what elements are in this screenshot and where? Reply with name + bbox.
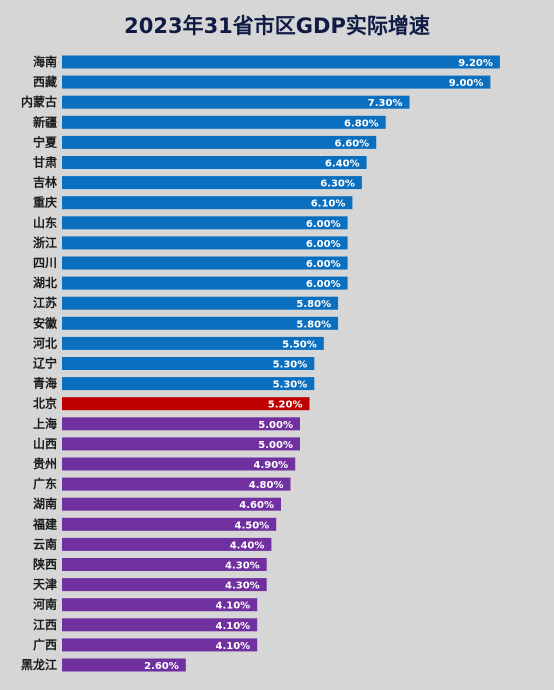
bar-23 — [62, 497, 281, 511]
category-label: 上海 — [33, 416, 57, 431]
category-label: 宁夏 — [33, 134, 58, 149]
bar-21 — [62, 457, 296, 471]
value-label: 5.80% — [296, 319, 331, 330]
value-label: 4.90% — [253, 460, 288, 471]
value-label: 5.20% — [268, 400, 303, 411]
value-label: 4.60% — [239, 500, 274, 511]
category-label: 吉林 — [33, 175, 57, 190]
value-label: 5.00% — [258, 440, 293, 451]
category-label: 湖北 — [33, 275, 57, 290]
category-label: 内蒙古 — [21, 94, 57, 109]
value-label: 4.10% — [215, 601, 250, 612]
value-label: 4.80% — [249, 480, 284, 491]
value-label: 5.80% — [296, 299, 331, 310]
value-label: 6.00% — [306, 219, 341, 230]
value-label: 4.50% — [234, 520, 269, 531]
value-label: 5.30% — [273, 360, 308, 371]
value-label: 5.50% — [282, 339, 317, 350]
category-label: 安徽 — [33, 315, 58, 330]
bar-31 — [62, 658, 186, 672]
value-label: 6.00% — [306, 279, 341, 290]
bar-11 — [62, 256, 348, 270]
category-label: 四川 — [33, 256, 57, 270]
bar-19 — [62, 417, 300, 431]
bar-27 — [62, 578, 267, 592]
category-label: 河北 — [32, 335, 57, 350]
bar-20 — [62, 437, 300, 451]
value-label: 6.40% — [325, 159, 360, 170]
bar-24 — [62, 517, 277, 531]
value-label: 9.20% — [458, 58, 493, 69]
bar-9 — [62, 216, 348, 230]
category-label: 天津 — [33, 577, 57, 592]
bar-22 — [62, 477, 291, 491]
category-label: 重庆 — [33, 195, 57, 210]
category-label: 湖南 — [33, 496, 57, 511]
bar-26 — [62, 558, 267, 571]
bar-5 — [62, 135, 377, 149]
category-label: 青海 — [33, 376, 57, 391]
category-label: 山东 — [33, 215, 57, 230]
bar-2 — [62, 75, 491, 89]
category-label: 陕西 — [33, 557, 57, 572]
bar-3 — [62, 95, 410, 109]
category-label: 贵州 — [33, 456, 57, 471]
bar-30 — [62, 638, 258, 652]
value-label: 6.00% — [306, 239, 341, 250]
category-label: 山西 — [33, 436, 57, 451]
value-label: 6.80% — [344, 118, 379, 129]
bar-29 — [62, 618, 258, 632]
chart-title: 2023年31省市区GDP实际增速 — [124, 14, 430, 38]
bar-15 — [62, 336, 324, 350]
value-label: 4.30% — [225, 581, 260, 592]
category-label: 江苏 — [33, 295, 57, 310]
bar-1 — [62, 55, 500, 69]
value-label: 5.30% — [273, 380, 308, 391]
category-label: 江西 — [33, 617, 57, 632]
value-label: 5.00% — [258, 420, 293, 431]
category-label: 福建 — [32, 516, 58, 531]
bar-7 — [62, 176, 362, 190]
value-label: 9.00% — [449, 78, 484, 89]
value-label: 4.30% — [225, 561, 260, 572]
value-label: 4.10% — [215, 641, 250, 652]
bar-14 — [62, 316, 339, 330]
value-label: 6.30% — [320, 179, 355, 190]
value-label: 6.60% — [334, 138, 369, 149]
category-label: 甘肃 — [33, 155, 57, 170]
value-label: 6.10% — [311, 199, 346, 210]
bar-6 — [62, 156, 367, 169]
category-label: 海南 — [33, 54, 57, 69]
value-label: 7.30% — [368, 98, 403, 109]
bar-13 — [62, 296, 339, 310]
category-label: 广西 — [33, 637, 57, 652]
bar-18 — [62, 397, 310, 411]
bar-28 — [62, 598, 258, 612]
bar-12 — [62, 276, 348, 290]
bar-16 — [62, 357, 315, 370]
category-label: 河南 — [32, 597, 57, 612]
bar-8 — [62, 196, 353, 210]
value-label: 6.00% — [306, 259, 341, 270]
bar-17 — [62, 377, 315, 391]
category-label: 新疆 — [33, 114, 57, 129]
bar-25 — [62, 537, 272, 551]
category-label: 北京 — [33, 396, 57, 411]
category-label: 黑龙江 — [21, 657, 57, 672]
category-label: 西藏 — [33, 74, 57, 89]
bar-10 — [62, 236, 348, 250]
category-label: 浙江 — [33, 235, 57, 250]
value-label: 4.10% — [215, 621, 250, 632]
category-label: 辽宁 — [33, 356, 57, 371]
category-label: 云南 — [33, 536, 57, 551]
value-label: 2.60% — [144, 661, 179, 672]
bar-4 — [62, 115, 386, 129]
category-label: 广东 — [33, 476, 57, 491]
value-label: 4.40% — [230, 540, 265, 551]
